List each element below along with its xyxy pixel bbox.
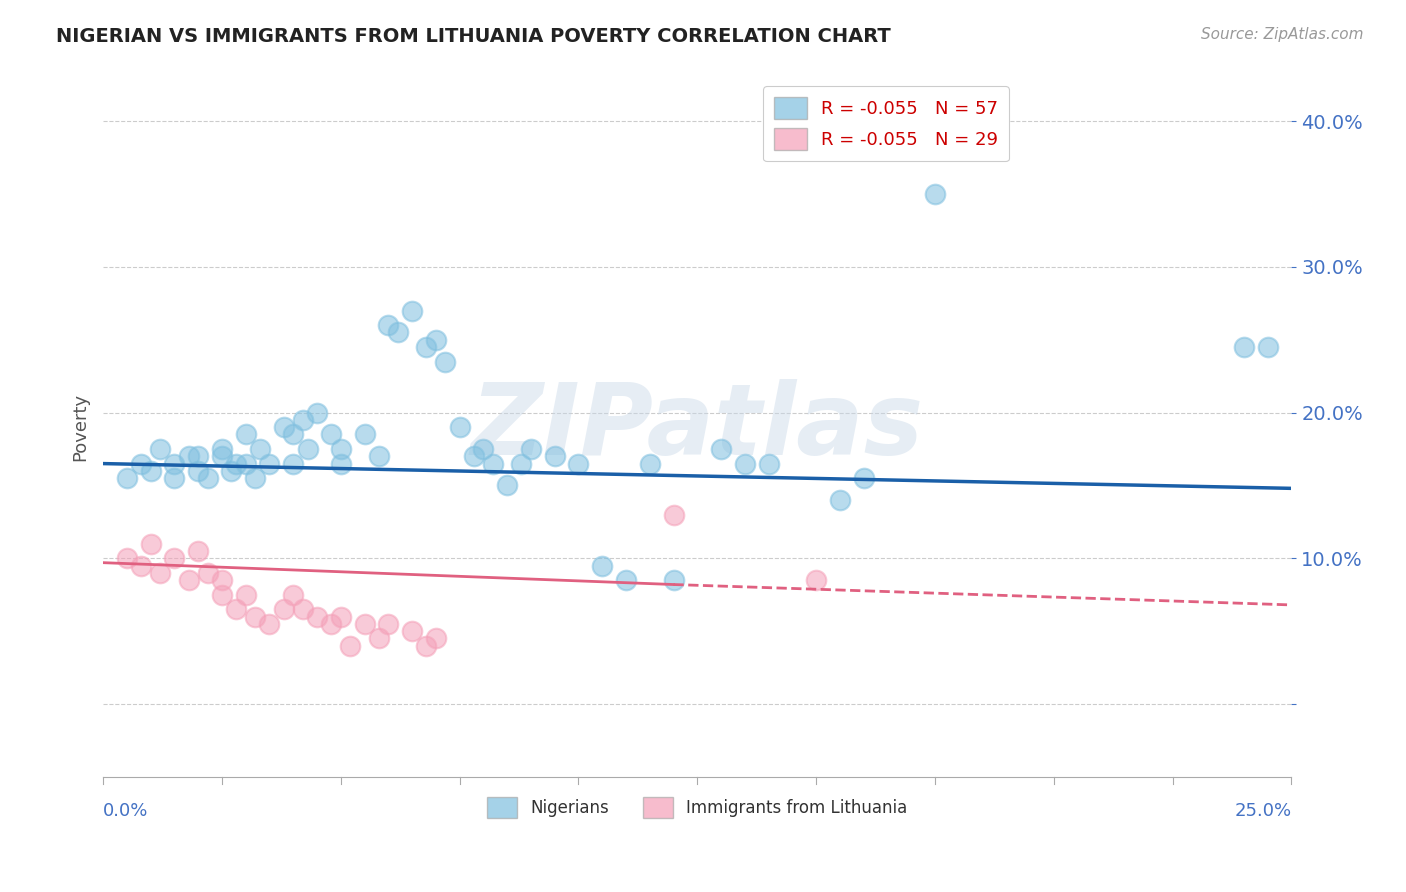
Point [377, 616, 399, 631]
Point [321, 427, 343, 442]
Point [245, 609, 267, 624]
Point [415, 340, 437, 354]
Point [115, 551, 138, 566]
Point [425, 333, 447, 347]
Point [463, 450, 485, 464]
Point [510, 457, 533, 471]
Point [291, 413, 314, 427]
Point [177, 573, 200, 587]
Point [1257, 340, 1279, 354]
Point [187, 450, 209, 464]
Point [329, 457, 352, 471]
Point [177, 450, 200, 464]
Point [329, 609, 352, 624]
Point [353, 616, 375, 631]
Point [187, 544, 209, 558]
Point [353, 427, 375, 442]
Point [852, 471, 875, 485]
Point [273, 420, 295, 434]
Point [283, 588, 305, 602]
Point [339, 639, 361, 653]
Point [415, 639, 437, 653]
Point [139, 537, 162, 551]
Point [211, 588, 233, 602]
Point [924, 187, 946, 202]
Point [472, 442, 495, 456]
Point [401, 303, 423, 318]
Point [221, 464, 243, 478]
Point [297, 442, 319, 456]
Point [149, 566, 172, 580]
Point [245, 471, 267, 485]
Point [249, 442, 271, 456]
Point [283, 427, 305, 442]
Point [197, 471, 219, 485]
Point [305, 406, 328, 420]
Text: 0.0%: 0.0% [103, 802, 149, 820]
Legend: Nigerians, Immigrants from Lithuania: Nigerians, Immigrants from Lithuania [481, 791, 914, 824]
Text: ZIPatlas: ZIPatlas [471, 378, 924, 475]
Point [387, 326, 409, 340]
Point [235, 427, 257, 442]
Point [321, 616, 343, 631]
Point [283, 457, 305, 471]
Point [129, 558, 152, 573]
Point [804, 573, 827, 587]
Point [638, 457, 661, 471]
Point [163, 457, 186, 471]
Point [235, 588, 257, 602]
Point [305, 609, 328, 624]
Point [434, 354, 457, 368]
Point [367, 450, 389, 464]
Point [163, 471, 186, 485]
Point [235, 457, 257, 471]
Text: 25.0%: 25.0% [1234, 802, 1291, 820]
Point [211, 442, 233, 456]
Point [139, 464, 162, 478]
Point [225, 602, 247, 616]
Point [425, 632, 447, 646]
Point [662, 573, 685, 587]
Point [544, 450, 567, 464]
Text: Source: ZipAtlas.com: Source: ZipAtlas.com [1201, 27, 1364, 42]
Point [591, 558, 613, 573]
Point [449, 420, 471, 434]
Point [482, 457, 505, 471]
Point [187, 464, 209, 478]
Point [758, 457, 780, 471]
Point [225, 457, 247, 471]
Point [259, 616, 281, 631]
Point [129, 457, 152, 471]
Point [149, 442, 172, 456]
Text: NIGERIAN VS IMMIGRANTS FROM LITHUANIA POVERTY CORRELATION CHART: NIGERIAN VS IMMIGRANTS FROM LITHUANIA PO… [56, 27, 891, 45]
Point [377, 318, 399, 333]
Point [520, 442, 543, 456]
Point [1233, 340, 1256, 354]
Point [197, 566, 219, 580]
Point [662, 508, 685, 522]
Point [273, 602, 295, 616]
Point [163, 551, 186, 566]
Point [367, 632, 389, 646]
Point [329, 442, 352, 456]
Point [710, 442, 733, 456]
Point [401, 624, 423, 639]
Point [567, 457, 589, 471]
Point [115, 471, 138, 485]
Point [211, 450, 233, 464]
Point [291, 602, 314, 616]
Point [828, 493, 851, 508]
Y-axis label: Poverty: Poverty [72, 393, 89, 461]
Point [259, 457, 281, 471]
Point [211, 573, 233, 587]
Point [614, 573, 637, 587]
Point [496, 478, 519, 492]
Point [734, 457, 756, 471]
